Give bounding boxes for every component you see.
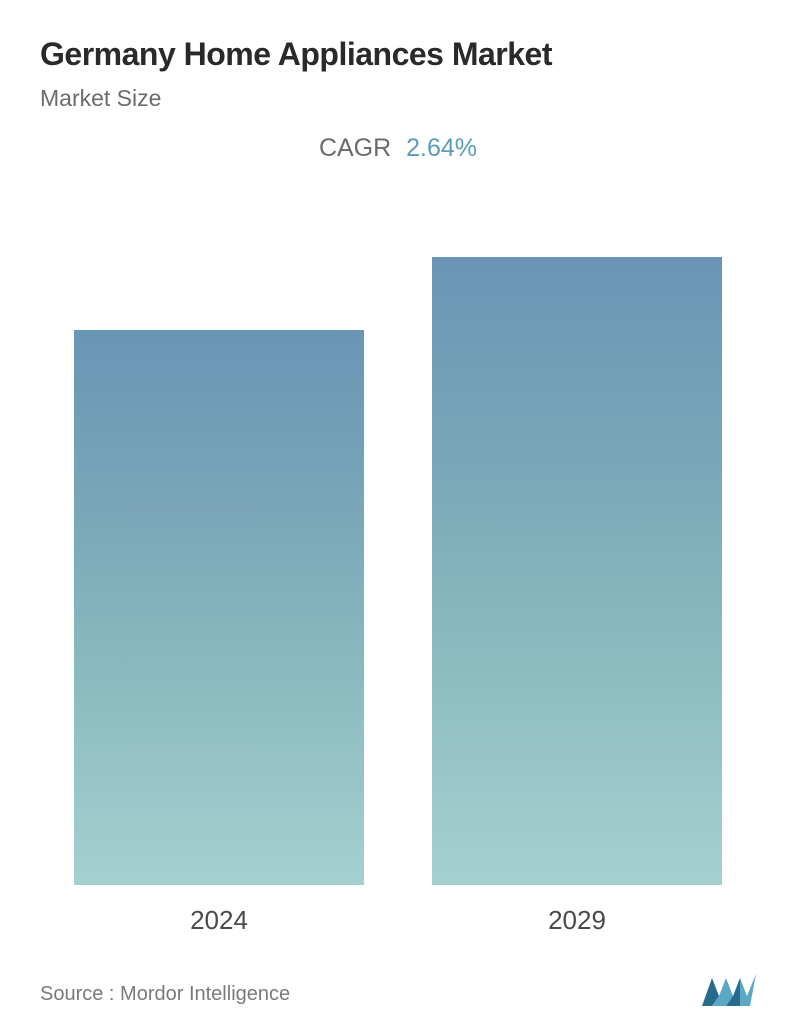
chart-container: Germany Home Appliances Market Market Si… (0, 0, 796, 1034)
brand-logo-icon (702, 970, 756, 1006)
cagr-row: CAGR 2.64% (40, 134, 756, 163)
chart-footer: Source : Mordor Intelligence (40, 960, 756, 1006)
bar-0 (74, 330, 364, 885)
cagr-value: 2.64% (406, 134, 477, 162)
bar-label-0: 2024 (190, 905, 248, 936)
chart-subtitle: Market Size (40, 85, 756, 112)
bar-label-1: 2029 (548, 905, 606, 936)
bar-group-0: 2024 (70, 330, 368, 936)
cagr-label: CAGR (319, 134, 391, 162)
chart-plot-area: 2024 2029 (40, 213, 756, 936)
bar-1 (432, 257, 722, 885)
chart-title: Germany Home Appliances Market (40, 36, 756, 73)
bar-group-1: 2029 (428, 257, 726, 936)
source-text: Source : Mordor Intelligence (40, 983, 290, 1006)
